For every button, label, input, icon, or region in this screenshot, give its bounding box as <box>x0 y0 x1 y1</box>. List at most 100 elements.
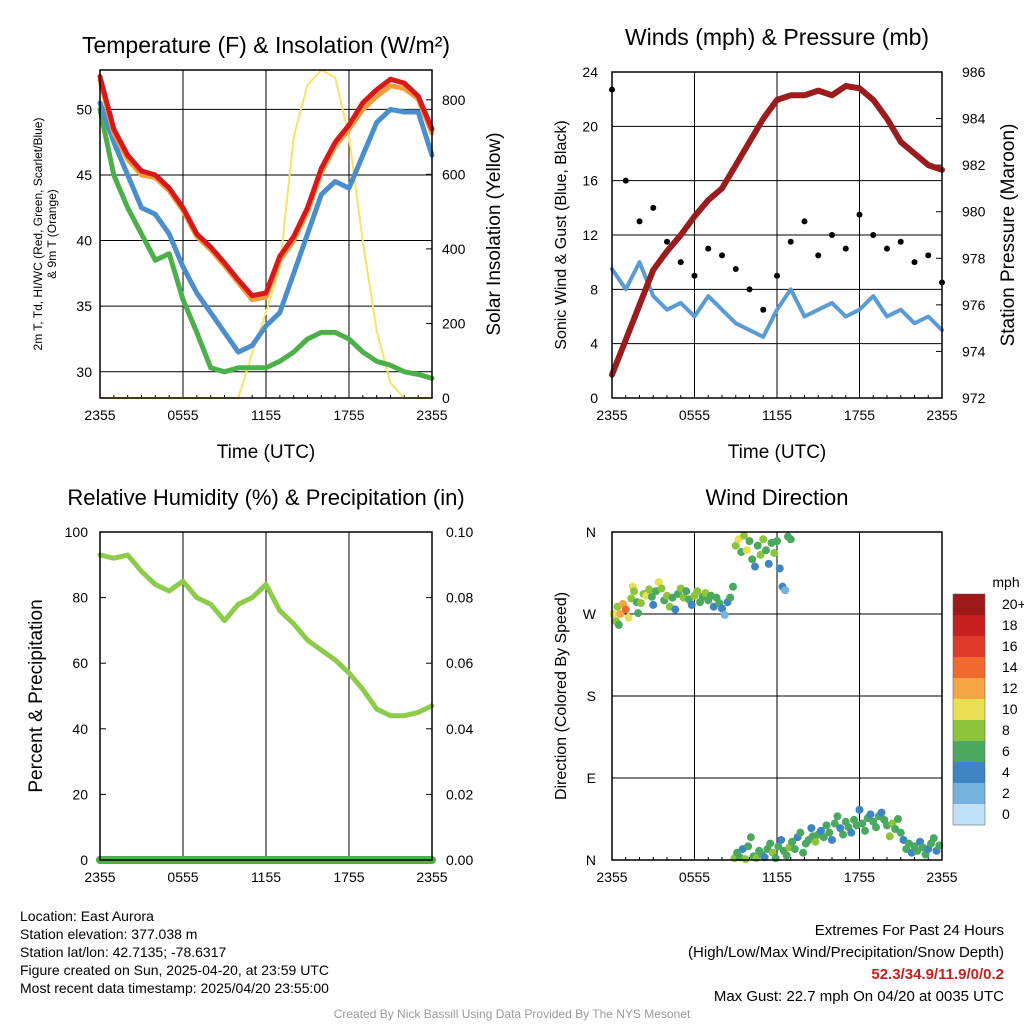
y2-tick-label: 0.02 <box>446 786 473 802</box>
y-tick-label: 12 <box>582 227 598 243</box>
gust-point <box>897 238 904 245</box>
x-tick-label: 2355 <box>416 407 447 423</box>
extremes-title: Extremes For Past 24 Hours <box>814 922 1004 939</box>
gust-point <box>760 306 767 313</box>
direction-point <box>720 610 729 619</box>
legend-swatch <box>953 594 985 615</box>
direction-point <box>788 837 797 846</box>
direction-point <box>790 845 799 854</box>
direction-point <box>624 613 633 622</box>
direction-point <box>751 562 759 571</box>
plot-frame <box>611 531 943 861</box>
legend-swatch <box>953 657 985 678</box>
direction-point <box>828 835 836 844</box>
y2-tick-label: 978 <box>962 250 986 266</box>
legend-frame <box>952 593 986 826</box>
direction-point <box>885 832 894 841</box>
direction-point <box>782 851 791 860</box>
direction-point <box>773 537 781 546</box>
direction-point <box>671 605 680 614</box>
y2-tick-label: 0.10 <box>446 524 473 540</box>
direction-point <box>740 531 748 540</box>
y2-tick-label: 976 <box>962 297 986 313</box>
x-tick-label: 2355 <box>596 407 627 423</box>
direction-point <box>894 815 902 823</box>
direction-point <box>731 541 740 550</box>
x-tick-label: 1155 <box>762 407 792 423</box>
y-tick-label: 80 <box>72 590 88 606</box>
direction-point <box>654 578 663 587</box>
y-tick-label: S <box>587 688 596 704</box>
y-tick-label: 20 <box>582 118 598 134</box>
gust-point <box>787 238 794 245</box>
direction-point <box>807 824 816 833</box>
gust-point <box>691 272 698 279</box>
direction-point <box>775 564 784 573</box>
y2-axis-label: Station Pressure (Maroon) <box>998 124 1019 347</box>
location-text: Location: East Aurora <box>20 908 154 924</box>
y2-tick-label: 200 <box>442 315 466 331</box>
y-tick-label: 40 <box>72 721 88 737</box>
legend-swatch <box>953 783 985 804</box>
direction-point <box>693 587 702 596</box>
direction-point <box>621 605 630 614</box>
x-tick-label: 0555 <box>679 407 710 423</box>
gust-point <box>677 259 684 266</box>
y-tick-label: 100 <box>65 524 89 540</box>
direction-point <box>847 828 856 837</box>
y2-tick-label: 980 <box>962 204 986 220</box>
y-tick-label: 4 <box>590 336 598 352</box>
gust-point <box>622 177 629 184</box>
recent-data-text: Most recent data timestamp: 2025/04/20 2… <box>20 980 329 996</box>
y2-tick-label: 0.06 <box>446 655 473 671</box>
legend-swatch <box>953 678 985 699</box>
y-tick-label: N <box>586 524 596 540</box>
direction-point <box>855 805 864 814</box>
legend-swatch <box>953 741 985 762</box>
gust-point <box>829 232 835 238</box>
direction-point <box>896 828 905 837</box>
direction-point <box>744 842 753 851</box>
y2-tick-label: 974 <box>962 343 986 359</box>
legend-label: 16 <box>1002 638 1018 654</box>
direction-point <box>825 828 834 837</box>
gust-point <box>746 286 753 293</box>
gust-point <box>719 252 725 259</box>
y-tick-label: 16 <box>582 173 598 189</box>
gust-point <box>870 232 877 238</box>
legend-label: 2 <box>1002 785 1010 801</box>
direction-point <box>771 854 780 863</box>
y-axis-label: Percent & Precipitation <box>26 599 47 792</box>
legend-swatch <box>953 699 985 720</box>
x-tick-label: 2355 <box>596 869 627 885</box>
created-text: Figure created on Sun, 2025-04-20, at 23… <box>20 962 329 978</box>
y-tick-label: W <box>583 606 597 622</box>
x-tick-label: 2355 <box>84 869 115 885</box>
direction-point <box>830 819 839 828</box>
x-tick-label: 1155 <box>251 869 281 885</box>
series-td <box>97 106 435 381</box>
y-tick-label: 30 <box>76 364 92 380</box>
y2-tick-label: 800 <box>442 92 466 108</box>
gust-point <box>815 252 822 259</box>
direction-point <box>609 610 618 618</box>
direction-point <box>764 559 773 568</box>
y2-tick-label: 0.08 <box>446 590 473 606</box>
x-axis-label: Time (UTC) <box>217 442 316 463</box>
extremes-values: 52.3/34.9/11.9/0/0.2 <box>871 966 1004 983</box>
legend-label: 4 <box>1002 764 1010 780</box>
direction-point <box>759 535 768 544</box>
direction-point <box>647 592 656 601</box>
direction-point <box>614 620 623 629</box>
x-tick-label: 2355 <box>84 407 115 423</box>
direction-point <box>781 586 790 595</box>
direction-point <box>836 824 845 833</box>
direction-point <box>774 842 783 851</box>
direction-point <box>742 546 751 555</box>
extremes-info: Extremes For Past 24 Hours (High/Low/Max… <box>688 920 1004 1008</box>
direction-point <box>729 582 737 591</box>
y2-tick-label: 982 <box>962 157 986 173</box>
direction-point <box>872 823 880 832</box>
direction-point <box>741 855 750 864</box>
